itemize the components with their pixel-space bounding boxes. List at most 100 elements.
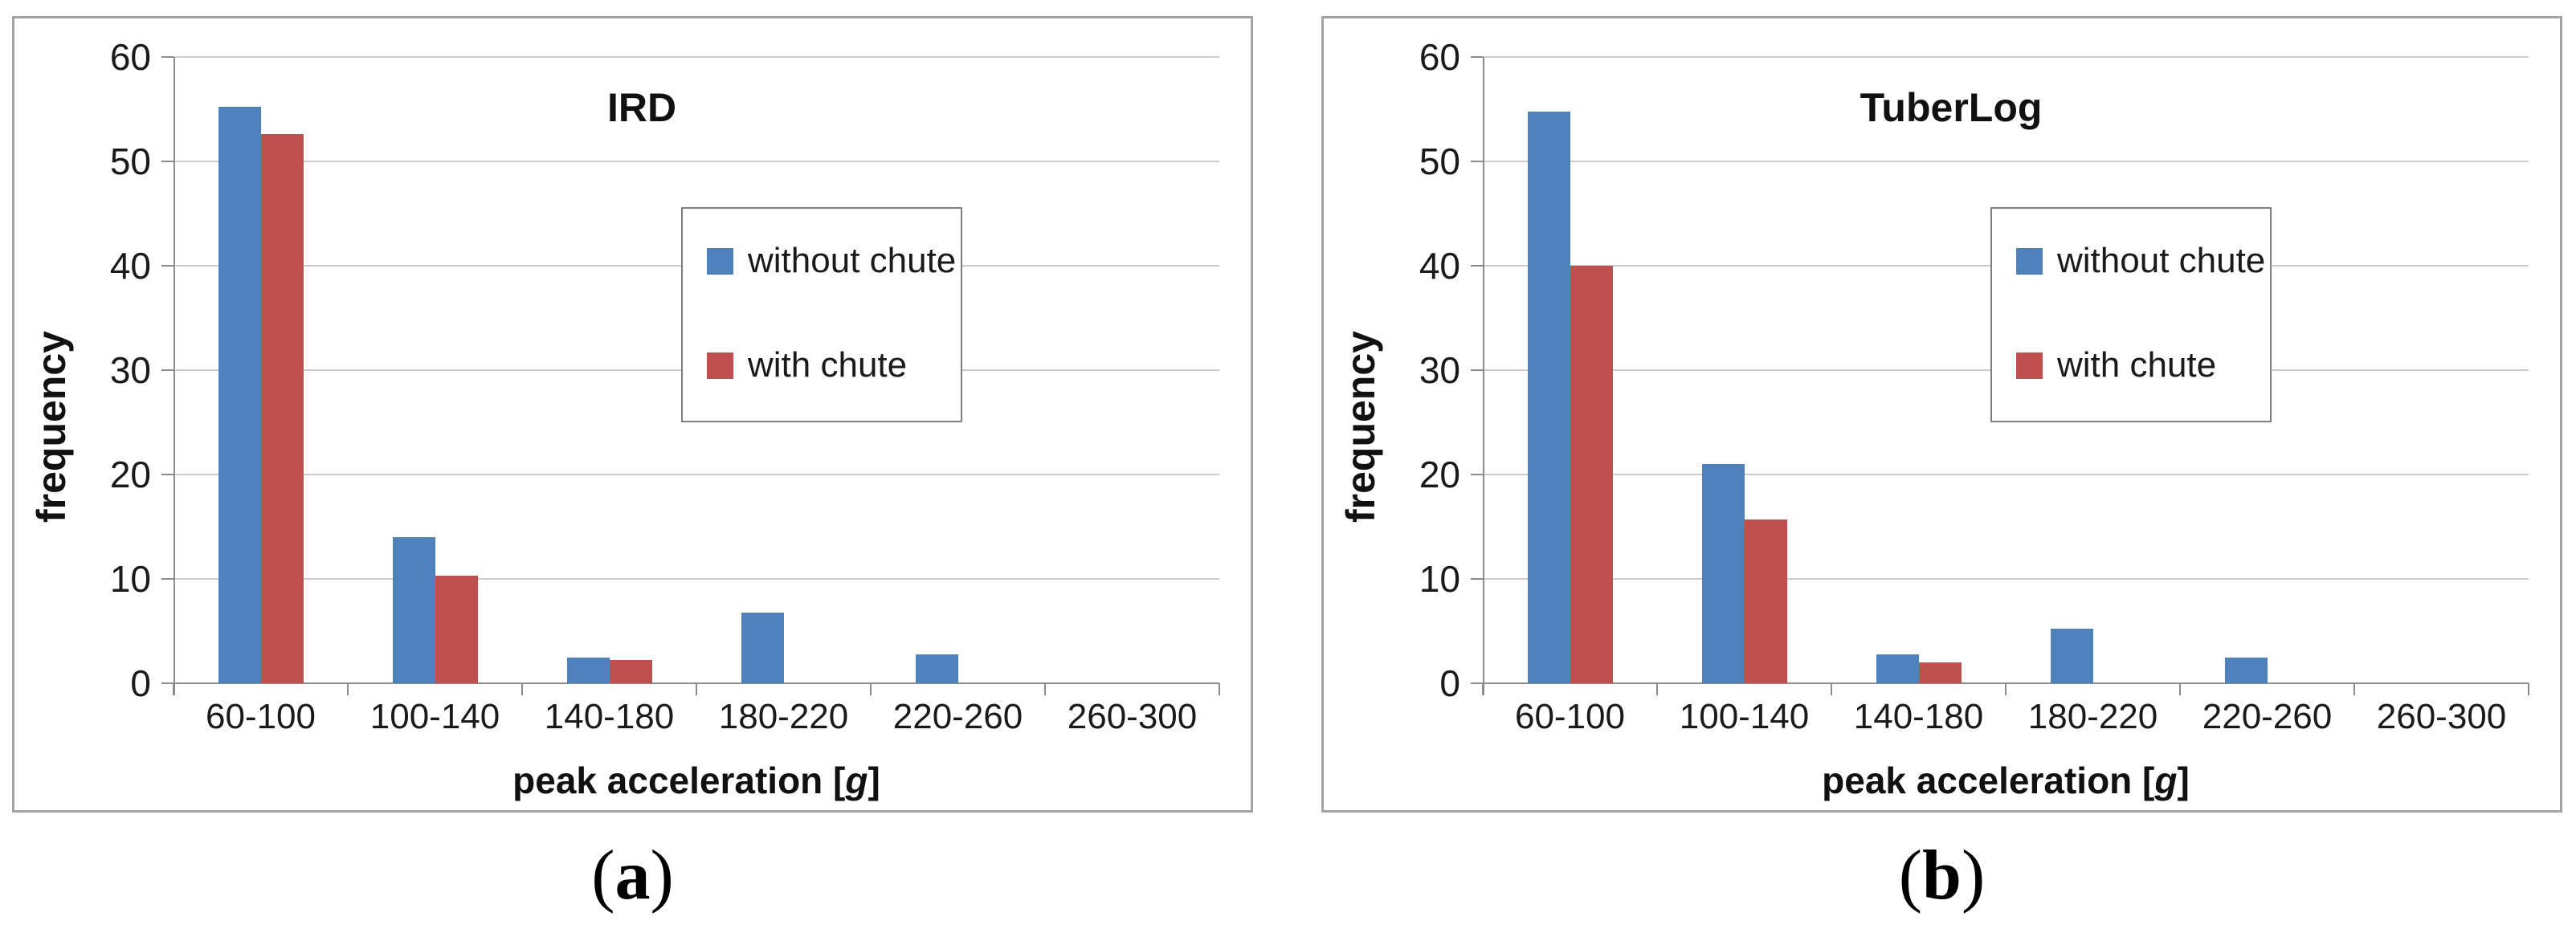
y-tick-label: 50 (1419, 141, 1460, 182)
x-tick-label: 180-220 (718, 697, 849, 736)
legend-swatch-icon (2016, 247, 2043, 275)
y-tick-label: 40 (1419, 245, 1460, 287)
legend-swatch-icon (707, 247, 733, 275)
x-tick-label: 100-140 (1679, 697, 1810, 736)
legend-swatch-icon (2016, 352, 2043, 379)
y-tick-mark (1471, 56, 1483, 58)
y-tick-mark (161, 474, 174, 475)
chart-panel-tuberlog: TuberLog frequency 0 10 20 30 40 50 60 60-100 1… (1321, 16, 2562, 813)
chart-title: IRD (606, 85, 677, 130)
y-tick-mark (1471, 474, 1483, 475)
bar-without-chute-140-180 (566, 657, 610, 683)
y-tick-mark (161, 161, 174, 162)
chart-title: TuberLog (1860, 85, 2043, 130)
gridline (174, 578, 1219, 580)
bar-without-chute-220-260 (2224, 657, 2268, 683)
x-axis-title-pre: peak acceleration [ (1822, 760, 2155, 801)
gridline (1483, 161, 2529, 162)
gridline (1483, 56, 2529, 58)
y-tick-mark (161, 578, 174, 580)
y-tick-label: 30 (1419, 349, 1460, 391)
y-tick-label: 20 (1419, 454, 1460, 495)
x-tick-label: 140-180 (544, 697, 675, 736)
gridline (1483, 578, 2529, 580)
bar-without-chute-140-180 (1876, 654, 1919, 683)
x-tick-mark (1219, 683, 1220, 695)
y-tick-mark (1471, 682, 1483, 684)
gridline (174, 474, 1219, 475)
y-tick-label: 0 (130, 662, 151, 704)
y-axis-line (174, 57, 175, 695)
x-tick-label: 220-260 (2202, 697, 2333, 736)
x-tick-mark (696, 683, 697, 695)
y-tick-mark (161, 265, 174, 267)
legend-label: with chute (748, 345, 908, 385)
bar-with-chute-100-140 (435, 576, 478, 683)
y-tick-mark (1471, 265, 1483, 267)
y-axis-line (1483, 57, 1484, 695)
legend-box: without chute with chute (1990, 207, 2272, 422)
x-tick-label: 220-260 (892, 697, 1023, 736)
y-tick-label: 60 (1419, 36, 1460, 78)
bar-with-chute-100-140 (1744, 519, 1787, 683)
bar-with-chute-140-180 (609, 660, 652, 683)
y-tick-mark (161, 56, 174, 58)
legend-label: without chute (748, 241, 957, 280)
y-tick-label: 0 (1439, 662, 1460, 704)
x-tick-mark (1482, 683, 1484, 695)
y-tick-mark (161, 682, 174, 684)
x-tick-label: 260-300 (2376, 697, 2507, 736)
x-tick-label: 60-100 (205, 697, 316, 736)
legend-label: with chute (2057, 345, 2217, 385)
x-tick-mark (1656, 683, 1658, 695)
x-tick-label: 140-180 (1853, 697, 1984, 736)
x-tick-mark (870, 683, 872, 695)
y-tick-mark (1471, 369, 1483, 371)
bar-with-chute-60-100 (260, 134, 304, 683)
gridline (174, 56, 1219, 58)
bar-with-chute-60-100 (1570, 266, 1613, 683)
y-tick-label: 10 (1419, 558, 1460, 600)
x-tick-label: 180-220 (2027, 697, 2158, 736)
x-tick-mark (2528, 683, 2529, 695)
gridline (1483, 474, 2529, 475)
legend-item: with chute (2016, 347, 2262, 384)
subfigure-label-b: (b) (1898, 837, 1986, 915)
x-tick-mark (2179, 683, 2181, 695)
x-axis-title: peak acceleration [g] (174, 759, 1219, 802)
chart-panel-ird: IRD frequency 0 10 20 30 40 50 60 60-100 100-14… (12, 16, 1253, 813)
bar-without-chute-60-100 (1527, 111, 1570, 683)
legend-item: without chute (2016, 241, 2266, 280)
x-tick-mark (173, 683, 174, 695)
bar-without-chute-60-100 (218, 107, 261, 683)
bar-without-chute-100-140 (392, 537, 435, 683)
x-tick-mark (2005, 683, 2007, 695)
subfigure-label-a: (a) (591, 837, 674, 915)
bar-without-chute-100-140 (1701, 464, 1745, 683)
x-tick-mark (2354, 683, 2355, 695)
x-tick-mark (347, 683, 349, 695)
bar-with-chute-140-180 (1918, 662, 1962, 683)
y-tick-label: 20 (109, 454, 151, 495)
legend-item: with chute (707, 347, 953, 384)
y-tick-mark (161, 369, 174, 371)
x-tick-mark (1044, 683, 1046, 695)
y-tick-label: 50 (109, 141, 151, 182)
x-tick-label: 60-100 (1514, 697, 1625, 736)
x-axis-title-post: ] (868, 760, 880, 801)
legend-box: without chute with chute (681, 207, 962, 422)
bar-without-chute-180-220 (2050, 629, 2093, 683)
bar-without-chute-220-260 (915, 654, 958, 683)
gridline (174, 161, 1219, 162)
legend-label: without chute (2057, 241, 2266, 280)
y-tick-label: 60 (109, 36, 151, 78)
legend-swatch-icon (707, 352, 733, 379)
x-axis-title-post: ] (2177, 760, 2190, 801)
x-axis-title-unit: g (2154, 760, 2178, 801)
x-axis-title: peak acceleration [g] (1483, 759, 2529, 802)
x-tick-label: 260-300 (1067, 697, 1198, 736)
x-tick-mark (521, 683, 523, 695)
x-tick-mark (1831, 683, 1832, 695)
bar-without-chute-180-220 (741, 612, 784, 683)
